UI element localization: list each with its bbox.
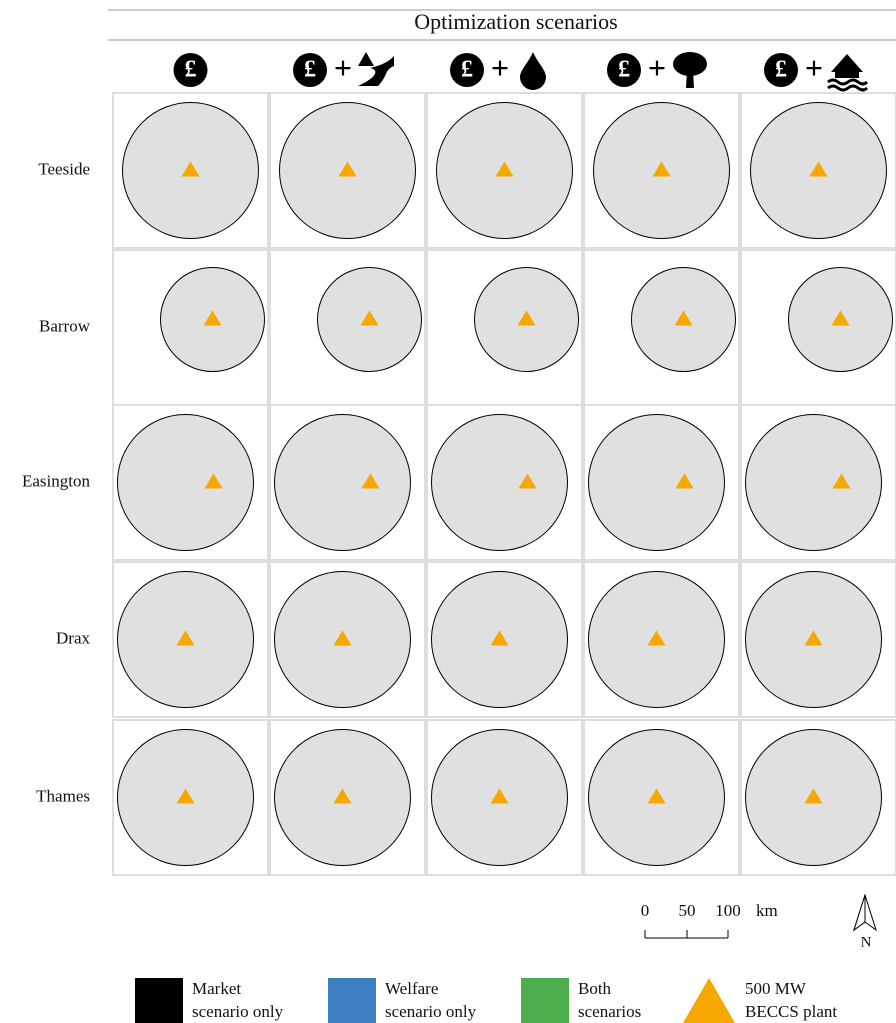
plant-marker bbox=[360, 310, 379, 326]
map-land bbox=[117, 414, 254, 551]
plant-marker bbox=[652, 161, 671, 177]
plant-marker bbox=[203, 310, 222, 326]
landscape-icon bbox=[358, 56, 394, 86]
header-title: Optimization scenarios bbox=[414, 9, 617, 34]
plant-marker bbox=[517, 310, 536, 326]
plus-sign: + bbox=[805, 49, 823, 85]
row-label: Teeside bbox=[38, 159, 90, 178]
currency-icon bbox=[450, 53, 484, 87]
tree-icon bbox=[686, 70, 694, 88]
currency-symbol: £ bbox=[304, 57, 316, 83]
plus-sign: + bbox=[334, 49, 352, 85]
water-icon bbox=[520, 52, 546, 90]
flood-icon bbox=[831, 54, 863, 78]
plant-marker bbox=[181, 161, 200, 177]
plant-marker bbox=[674, 310, 693, 326]
tree-icon bbox=[673, 52, 707, 76]
plant-marker bbox=[204, 473, 223, 489]
currency-symbol: £ bbox=[775, 57, 787, 83]
currency-icon bbox=[173, 53, 208, 87]
currency-symbol: £ bbox=[185, 57, 197, 83]
flood-icon bbox=[827, 78, 869, 92]
row-label: Easington bbox=[22, 471, 90, 490]
row-label: Barrow bbox=[39, 316, 91, 335]
currency-symbol: £ bbox=[618, 57, 630, 83]
currency-icon bbox=[293, 53, 327, 87]
tree-icon bbox=[358, 52, 374, 66]
plant-marker bbox=[809, 161, 828, 177]
plant-marker bbox=[495, 161, 514, 177]
currency-icon bbox=[607, 53, 641, 87]
plus-sign: + bbox=[648, 49, 666, 85]
plant-marker bbox=[831, 310, 850, 326]
currency-symbol: £ bbox=[461, 57, 473, 83]
currency-icon bbox=[764, 53, 798, 87]
plant-marker bbox=[338, 161, 357, 177]
plus-sign: + bbox=[491, 49, 509, 85]
